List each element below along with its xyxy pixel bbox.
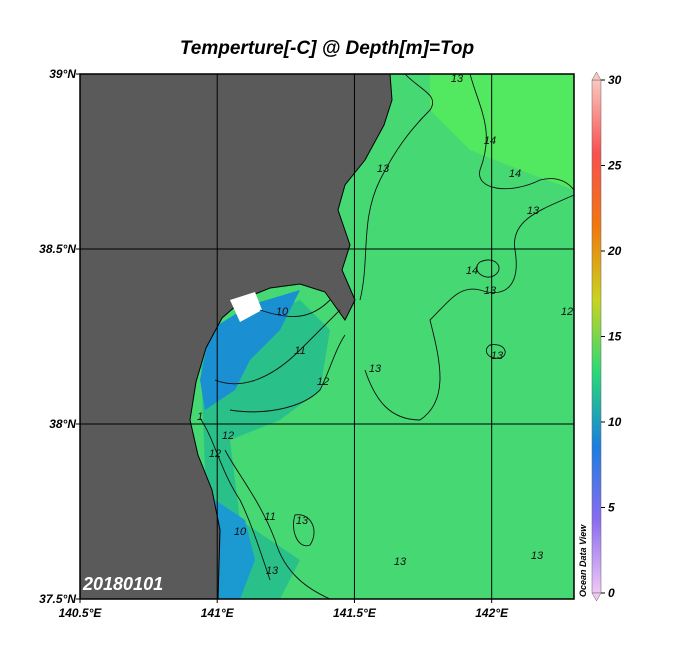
contour-label: 12 xyxy=(317,376,329,388)
y-tick-label: 37.5°N xyxy=(39,592,76,606)
contour-label: 13 xyxy=(451,73,464,85)
credit: Ocean Data View xyxy=(578,524,588,597)
y-tick-label: 38.5°N xyxy=(39,242,76,256)
contour-label: 13 xyxy=(527,205,540,217)
map-title: Temperture[-C] @ Depth[m]=Top xyxy=(180,38,474,59)
contour-label: 13 xyxy=(377,163,390,175)
cold-area xyxy=(215,500,255,599)
cold-area xyxy=(200,290,300,410)
contour-label: 13 xyxy=(296,515,309,527)
contour-label: 13 xyxy=(394,556,407,568)
x-tick-label: 142°E xyxy=(475,606,509,620)
contour-label: 10 xyxy=(234,526,247,538)
x-tick-label: 141.5°E xyxy=(333,606,377,620)
colorbar-tick-label: 15 xyxy=(608,330,622,344)
colorbar-tick-label: 0 xyxy=(608,586,615,600)
map-frame xyxy=(79,73,575,600)
contour-label: 13 xyxy=(369,363,382,375)
contour-label: 12 xyxy=(561,306,573,318)
colorbar-end xyxy=(591,592,602,602)
contour-label: 11 xyxy=(264,511,275,523)
y-tick-label: 38°N xyxy=(49,417,76,431)
contour-label: 1 xyxy=(197,411,203,423)
x-tick-label: 140.5°E xyxy=(59,606,103,620)
colorbar-tick-label: 10 xyxy=(608,415,622,429)
contours xyxy=(199,74,574,599)
land xyxy=(80,74,393,599)
contour-label: 14 xyxy=(509,168,521,180)
contour-label: 14 xyxy=(484,135,496,147)
contour-label: 14 xyxy=(466,265,478,277)
contour-label: 12 xyxy=(209,448,221,460)
warm-area xyxy=(430,74,574,190)
contour-label: 13 xyxy=(484,285,497,297)
contour-label: 11 xyxy=(294,345,305,357)
x-tick-label: 141°E xyxy=(201,606,235,620)
y-tick-label: 39°N xyxy=(49,67,76,81)
map-body xyxy=(80,74,574,599)
contour-label: 12 xyxy=(222,430,234,442)
contour-label: 13 xyxy=(491,350,504,362)
colorbar xyxy=(591,79,602,594)
no-data xyxy=(230,292,262,322)
colorbar-tick-label: 20 xyxy=(607,244,622,258)
overlay xyxy=(80,74,574,599)
colorbar-tick-label: 30 xyxy=(608,73,622,87)
colorbar-end xyxy=(591,71,602,81)
contour-label: 13 xyxy=(266,565,279,577)
colorbar-tick-label: 5 xyxy=(608,501,615,515)
colorbar-tick-label: 25 xyxy=(607,159,622,173)
date-label: 20180101 xyxy=(82,574,163,594)
contour-label: 13 xyxy=(531,550,544,562)
contour-label: 10 xyxy=(276,306,289,318)
